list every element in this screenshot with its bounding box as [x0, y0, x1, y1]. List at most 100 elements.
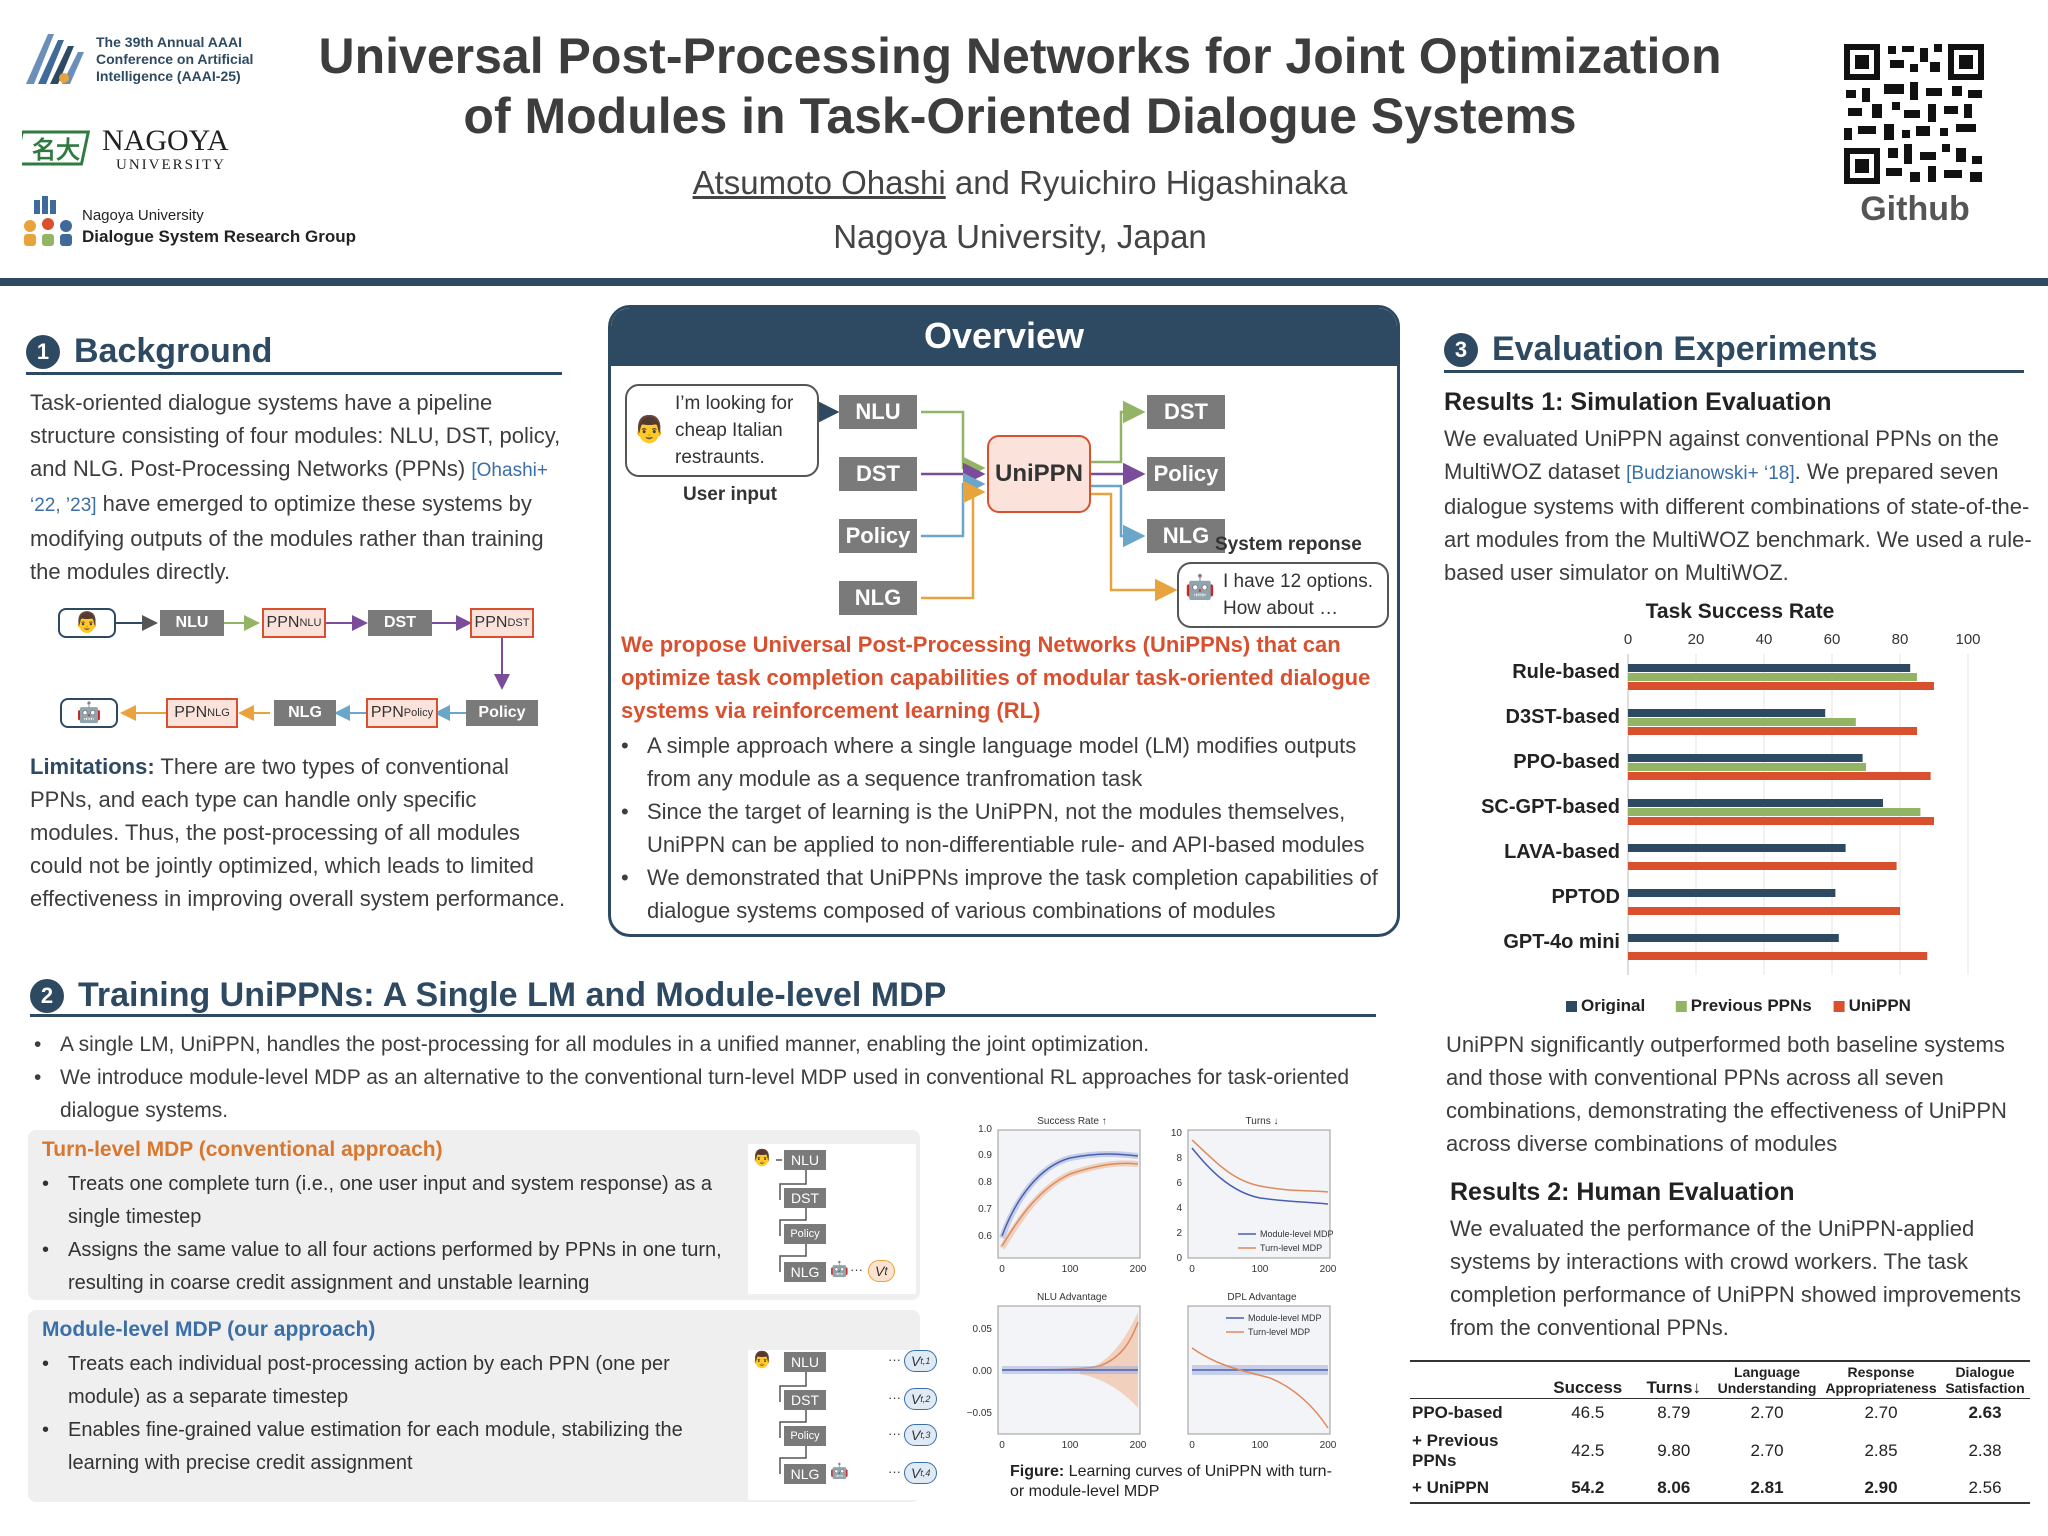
diagram-nlg: NLG — [784, 1464, 826, 1484]
table-cell: 2.38 — [1968, 1440, 2002, 1460]
y-tick: 1.0 — [978, 1124, 992, 1135]
curve-legend-turn: Turn-level MDP — [1260, 1243, 1322, 1253]
section-rule — [26, 372, 562, 375]
nlg-module: NLG — [274, 700, 336, 726]
background-heading: 1 Background — [26, 332, 272, 371]
unippn-center-box: UniPPN — [987, 435, 1091, 513]
chart-bar — [1628, 934, 1839, 942]
chart-bar — [1628, 799, 1883, 807]
overview-panel: Overview 👨 I’m looking for cheap Italian… — [608, 305, 1400, 937]
results2-paragraph: We evaluated the performance of the UniP… — [1450, 1216, 2022, 1340]
y-tick: 0.9 — [978, 1150, 992, 1161]
results1-title: Results 1: Simulation Evaluation — [1444, 388, 1832, 416]
turn-level-title: Turn-level MDP (conventional approach) — [42, 1138, 443, 1161]
section-rule — [1444, 370, 2024, 373]
poster-title: Universal Post-Processing Networks for J… — [318, 28, 1722, 144]
ellipsis: ··· — [888, 1390, 901, 1405]
module-level-line — [1191, 1147, 1329, 1205]
y-tick: 0 — [1176, 1253, 1182, 1264]
x-tick: 100 — [1252, 1440, 1269, 1451]
limitations-paragraph: Limitations: There are two types of conv… — [30, 754, 566, 911]
chart-category-label: D3ST-based — [1506, 706, 1620, 728]
diagram-nlg: NLG — [784, 1262, 826, 1282]
table-cell: 2.85 — [1864, 1440, 1898, 1460]
x-tick: 0 — [999, 1440, 1005, 1451]
module-level-mdp-panel: Module-level MDP (our approach) • Treats … — [28, 1310, 938, 1502]
curve-legend-module: Module-level MDP — [1248, 1313, 1322, 1323]
citation-link[interactable]: [Budzianowski+ ‘18] — [1626, 463, 1795, 484]
success-rate-plot — [997, 1129, 1141, 1259]
chart-bar — [1628, 673, 1917, 681]
x-tick: 100 — [1062, 1440, 1079, 1451]
ppn-nlg-box: PPN NLG — [166, 698, 238, 728]
overview-arrows — [817, 400, 1178, 602]
diagram-nlu: NLU — [784, 1352, 826, 1372]
ellipsis: ··· — [888, 1426, 901, 1441]
dst-module: DST — [368, 610, 432, 636]
citation-link[interactable]: [Ohashi+ ‘22, ’23] — [30, 460, 548, 516]
overview-bullet: • A simple approach where a single langua… — [621, 733, 1357, 791]
x-tick: 0 — [1189, 1440, 1195, 1451]
github-qr-code-icon[interactable] — [1844, 44, 1984, 184]
overview-input-nlg: NLG — [839, 581, 917, 615]
training-heading: 2 Training UniPPNs: A Single LM and Modu… — [30, 976, 946, 1015]
diagram-dst: DST — [784, 1390, 826, 1410]
turn-level-bullet: • Treats one complete turn (i.e., one use… — [42, 1173, 713, 1228]
svg-text:名大: 名大 — [32, 136, 80, 164]
authors: Atsumoto Ohashi and Ryuichiro Higashinak… — [692, 164, 1348, 201]
diagram-policy: Policy — [784, 1426, 826, 1446]
table-cell: 8.79 — [1657, 1403, 1691, 1423]
overview-input-policy: Policy — [839, 519, 917, 553]
y-tick: −0.05 — [967, 1408, 993, 1419]
turns-plot — [1187, 1129, 1331, 1259]
table-row: PPO-based 46.5 8.79 2.70 2.70 2.63 — [1410, 1399, 2030, 1428]
y-tick: 6 — [1176, 1178, 1182, 1189]
robot-system-icon: 🤖 — [60, 698, 118, 728]
turn-level-bullet: • Assigns the same value to all four acti… — [42, 1239, 722, 1294]
table-cell: 42.5 — [1571, 1440, 1605, 1460]
figure-caption: Figure: Learning curves of UniPPN with t… — [1010, 1463, 1332, 1500]
table-header-row: Success Turns↓ Language Understanding Re… — [1410, 1361, 2030, 1399]
chart-category-label: PPTOD — [1551, 886, 1620, 908]
robot-system-icon: 🤖 — [1185, 574, 1215, 601]
module-level-bullet: • Treats each individual post-processing … — [42, 1353, 670, 1408]
results1-paragraph: We evaluated UniPPN against conventional… — [1444, 426, 2032, 585]
chart-legend-label: Original — [1581, 996, 1645, 1014]
table-header: Dialogue Satisfaction — [1945, 1364, 2025, 1396]
table-cell: 2.70 — [1750, 1403, 1784, 1423]
evaluation-heading: 3 Evaluation Experiments — [1444, 330, 1877, 369]
background-paragraph: Task-oriented dialogue systems have a pi… — [30, 390, 561, 584]
chart-title: Task Success Rate — [1646, 600, 1835, 623]
table-cell: 2.63 — [1968, 1403, 2002, 1423]
chart-category-label: GPT-4o mini — [1503, 931, 1620, 953]
turn-level-band — [1080, 1312, 1138, 1408]
table-cell: 2.81 — [1750, 1477, 1784, 1497]
ppn-pipeline-diagram: 👨 NLU PPN NLU DST PPN DST Policy PPN Policy… — [30, 596, 570, 736]
ppn-dst-box: PPN DST — [470, 608, 534, 638]
chart-bar — [1628, 907, 1900, 915]
chart-bar — [1628, 889, 1836, 897]
aaai-logo-icon — [26, 34, 84, 84]
table-cell: 2.56 — [1968, 1477, 2002, 1497]
user-input-label: User input — [683, 484, 777, 505]
row-label: + UniPPN — [1412, 1477, 1489, 1497]
chart-legend-swatch — [1566, 1001, 1577, 1012]
chart-legend-swatch — [1833, 1001, 1845, 1012]
success-rate-title: Success Rate ↑ — [1037, 1116, 1106, 1127]
nagoya-university-logo-icon: 名大 — [22, 130, 91, 166]
chart-bar — [1628, 682, 1934, 690]
results1-summary: UniPPN significantly outperformed both b… — [1446, 1032, 2007, 1156]
research-group-name: Nagoya University Dialogue System Resear… — [82, 207, 356, 246]
curve-legend-turn: Turn-level MDP — [1248, 1327, 1310, 1337]
user-input-bubble: 👨 I’m looking for cheap Italian restraun… — [625, 384, 819, 477]
robot-system-icon: 🤖 — [830, 1463, 849, 1480]
chart-x-tick: 80 — [1892, 631, 1909, 648]
section-rule — [30, 1014, 1376, 1017]
x-tick: 200 — [1320, 1264, 1337, 1275]
first-author: Atsumoto Ohashi — [692, 164, 946, 201]
overview-title: Overview — [611, 308, 1397, 366]
chart-bar — [1628, 709, 1826, 717]
overview-output-policy: Policy — [1147, 457, 1225, 491]
